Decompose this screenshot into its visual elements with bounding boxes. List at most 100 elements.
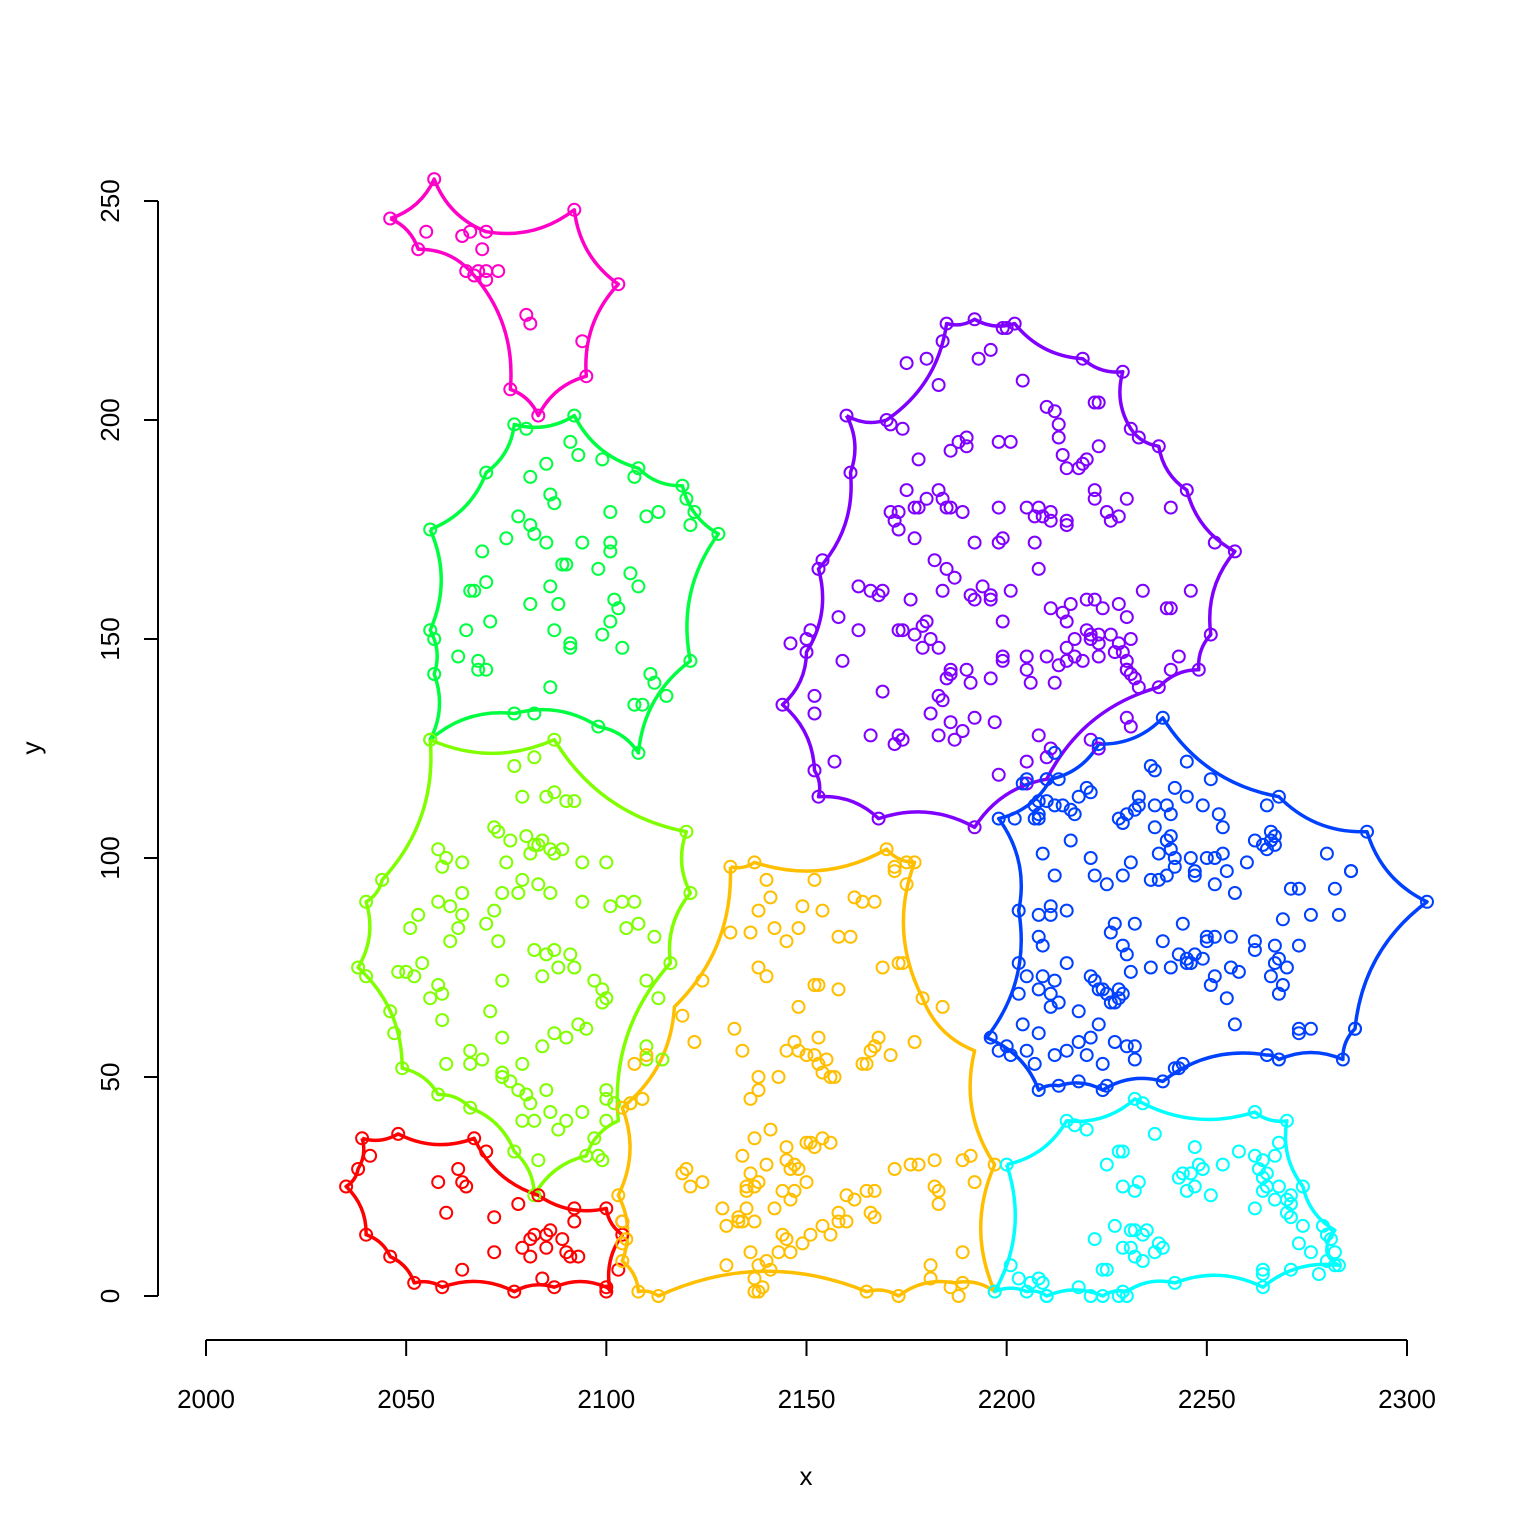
point-cluster-6-108 (1059, 614, 1074, 629)
point-cluster-7-23 (1039, 772, 1054, 787)
point-cluster-3-53 (527, 943, 542, 957)
point-cluster-2-27 (603, 544, 618, 559)
point-cluster-6-111 (1075, 653, 1090, 668)
point-cluster-2-40 (551, 597, 566, 611)
point-cluster-7-42 (1063, 833, 1078, 848)
point-cluster-7-95 (1183, 956, 1198, 971)
point-cluster-8-52 (1099, 1157, 1114, 1172)
point-cluster-7-186 (1271, 1052, 1286, 1067)
point-cluster-6-6 (943, 443, 958, 458)
point-cluster-6-79 (1027, 535, 1042, 550)
cluster-boundary-1 (389, 177, 621, 418)
point-cluster-4-32 (359, 1227, 374, 1242)
point-cluster-5-27 (875, 960, 890, 975)
point-cluster-3-66 (431, 978, 446, 992)
point-cluster-3-113 (639, 1039, 654, 1054)
point-cluster-3-72 (599, 991, 614, 1006)
x-axis: 2000 2050 2100 2150 2200 2250 2300 (177, 1339, 1436, 1414)
point-cluster-5-133 (719, 1258, 734, 1273)
point-cluster-7-47 (1123, 855, 1138, 870)
point-cluster-6-144 (1163, 662, 1178, 677)
point-cluster-6-122 (1123, 667, 1138, 681)
point-cluster-2-56 (479, 662, 494, 677)
point-cluster-6-156 (807, 688, 822, 703)
point-cluster-3-70 (535, 969, 550, 984)
point-cluster-8-1 (999, 1157, 1014, 1172)
point-cluster-8-75 (1255, 1267, 1270, 1282)
cluster-boundary-4 (344, 1132, 625, 1294)
point-cluster-6-43 (911, 500, 926, 515)
point-cluster-7-25 (1071, 789, 1086, 804)
point-cluster-4-28 (563, 1249, 578, 1264)
point-cluster-6-148 (1151, 680, 1166, 695)
point-cluster-3-26 (499, 855, 514, 870)
point-cluster-3-76 (639, 973, 654, 988)
point-cluster-8-29 (1323, 1232, 1338, 1247)
point-cluster-6-28 (1087, 395, 1102, 410)
point-cluster-5-16 (791, 921, 806, 936)
point-cluster-3-40 (487, 903, 502, 918)
point-cluster-6-13 (995, 321, 1010, 335)
point-cluster-7-155 (1043, 999, 1058, 1014)
point-cluster-3-55 (539, 947, 554, 962)
point-cluster-7-182 (1031, 1083, 1046, 1098)
point-cluster-8-38 (1215, 1157, 1230, 1172)
point-cluster-5-143 (891, 1289, 906, 1303)
point-cluster-3-1 (423, 732, 438, 747)
point-cluster-3-105 (559, 1113, 574, 1128)
point-cluster-3-3 (507, 759, 522, 773)
point-cluster-6-175 (955, 724, 970, 738)
point-cluster-3-28 (375, 872, 390, 887)
point-cluster-4-35 (535, 1271, 550, 1286)
point-cluster-6-82 (1003, 583, 1018, 598)
point-cluster-7-173 (1031, 1026, 1046, 1041)
point-cluster-6-158 (959, 662, 974, 677)
point-cluster-2-49 (563, 636, 578, 651)
point-cluster-7-179 (999, 1039, 1014, 1054)
point-cluster-7-69 (1239, 855, 1254, 870)
point-cluster-6-146 (1203, 627, 1218, 642)
point-cluster-6-151 (799, 645, 814, 660)
point-cluster-7-9 (1203, 772, 1218, 787)
point-cluster-5-66 (639, 1048, 654, 1063)
point-cluster-6-65 (1103, 513, 1118, 528)
point-cluster-5-88 (731, 1210, 746, 1225)
point-cluster-7-68 (1259, 798, 1274, 813)
point-cluster-6-87 (967, 592, 982, 607)
point-cluster-6-128 (895, 623, 910, 638)
point-cluster-8-40 (1247, 1148, 1262, 1163)
point-cluster-8-77 (1115, 1284, 1130, 1299)
point-cluster-6-116 (1091, 636, 1106, 651)
point-cluster-6-3 (883, 417, 898, 432)
point-cluster-5-85 (739, 1201, 754, 1216)
point-cluster-7-62 (1219, 864, 1234, 879)
point-cluster-8-17 (1271, 1179, 1286, 1194)
point-cluster-6-36 (1079, 452, 1094, 467)
point-cluster-7-98 (1207, 929, 1222, 944)
point-cluster-8-67 (1099, 1262, 1114, 1277)
point-cluster-5-147 (747, 1284, 762, 1299)
point-cluster-3-116 (599, 1113, 614, 1128)
point-cluster-5-72 (815, 1131, 830, 1146)
point-cluster-5-139 (943, 1280, 958, 1295)
point-cluster-2-70 (631, 745, 646, 760)
point-cluster-8-44 (1179, 1183, 1194, 1198)
point-cluster-3-117 (587, 1131, 602, 1146)
point-cluster-6-62 (1087, 483, 1102, 498)
point-cluster-8-30 (1291, 1236, 1306, 1251)
point-cluster-2-13 (687, 505, 702, 519)
point-cluster-6-132 (923, 632, 938, 646)
point-cluster-6-10 (939, 316, 954, 331)
point-cluster-2-20 (511, 509, 526, 524)
point-cluster-5-64 (615, 1100, 630, 1115)
point-cluster-7-107 (1331, 907, 1346, 922)
point-cluster-5-120 (719, 1218, 734, 1233)
point-cluster-3-94 (539, 1083, 554, 1098)
point-cluster-8-33 (1319, 1254, 1334, 1268)
point-cluster-6-188 (891, 728, 906, 743)
point-cluster-4-18 (599, 1201, 614, 1216)
point-cluster-5-70 (799, 1135, 814, 1150)
x-tick-label-2250: 2250 (1178, 1384, 1236, 1414)
point-cluster-3-64 (407, 969, 422, 984)
